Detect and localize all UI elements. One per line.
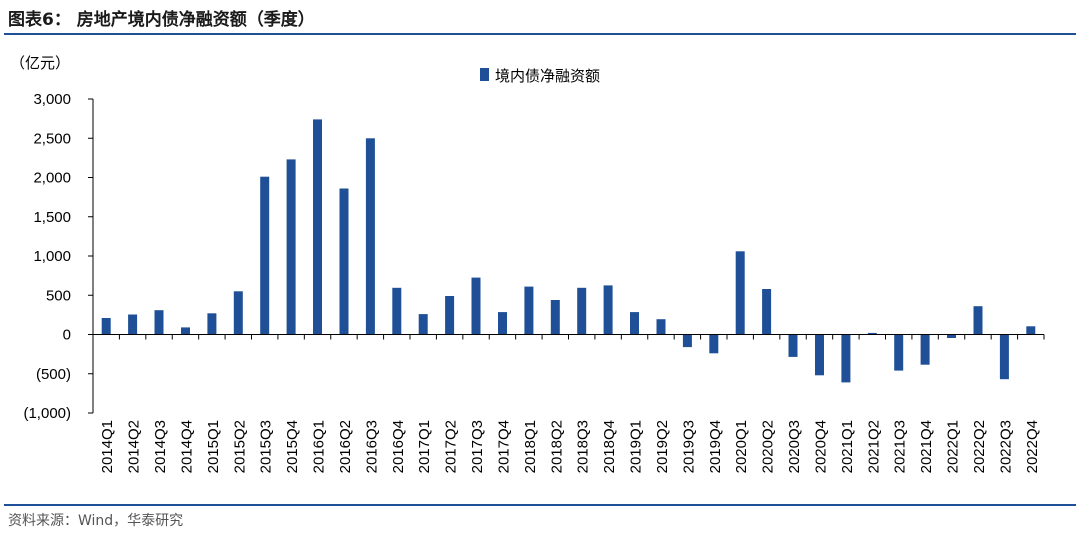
y-tick-label: 0 — [63, 327, 71, 344]
x-tick-label: 2019Q1 — [628, 420, 645, 473]
bar-2018q3 — [577, 287, 587, 335]
x-tick-label: 2014Q4 — [178, 420, 195, 473]
bar-2021q3 — [894, 334, 904, 371]
x-tick-label: 2015Q2 — [231, 420, 248, 473]
bar-2021q1 — [841, 334, 851, 383]
bar-2019q3 — [682, 334, 692, 348]
bar-2018q2 — [550, 300, 560, 335]
x-tick-label: 2014Q2 — [126, 420, 143, 473]
x-tick-label: 2014Q1 — [99, 420, 116, 473]
x-tick-label: 2016Q3 — [363, 420, 380, 473]
bar-2014q4 — [181, 327, 190, 335]
bar-2020q4 — [815, 334, 824, 376]
x-tick-label: 2017Q4 — [495, 420, 512, 473]
x-tick-label: 2021Q3 — [892, 420, 909, 473]
x-tick-label: 2021Q1 — [839, 420, 856, 473]
bar-2019q2 — [656, 319, 666, 335]
x-tick-label: 2019Q4 — [707, 420, 724, 473]
y-unit-label: （亿元） — [10, 55, 70, 72]
x-tick-label: 2018Q4 — [601, 420, 618, 473]
bar-2020q1 — [735, 251, 745, 335]
x-tick-label: 2017Q3 — [469, 420, 486, 473]
x-tick-label: 2016Q2 — [337, 420, 354, 473]
y-tick-label: (500) — [36, 366, 71, 383]
title-rule — [4, 33, 1076, 35]
x-tick-label: 2021Q2 — [865, 420, 882, 473]
bar-2019q1 — [630, 312, 639, 335]
bar-2015q2 — [233, 291, 243, 335]
x-tick-label: 2020Q2 — [760, 420, 777, 473]
bar-2022q3 — [999, 334, 1009, 380]
bar-2018q1 — [524, 286, 534, 335]
x-tick-label: 2022Q2 — [971, 420, 988, 473]
x-tick-label: 2020Q1 — [733, 420, 750, 473]
bar-2015q1 — [207, 313, 217, 335]
x-tick-label: 2022Q1 — [945, 420, 962, 473]
x-tick-label: 2019Q3 — [680, 420, 697, 473]
bar-2022q1 — [947, 334, 956, 338]
bar-2017q4 — [498, 312, 507, 335]
bar-2016q1 — [313, 119, 322, 335]
bar-2019q4 — [709, 334, 719, 354]
x-tick-label: 2020Q3 — [786, 420, 803, 473]
bar-2017q1 — [418, 314, 428, 335]
x-tick-label: 2018Q2 — [548, 420, 565, 473]
legend: 境内债净融资额 — [480, 67, 600, 85]
x-tick-label: 2017Q1 — [416, 420, 433, 473]
bar-2016q4 — [392, 287, 402, 335]
y-tick-label: 1,000 — [33, 248, 71, 265]
x-tick-label: 2015Q1 — [205, 420, 222, 473]
x-tick-label: 2019Q2 — [654, 420, 671, 473]
bar-2017q2 — [445, 296, 455, 335]
x-tick-label: 2014Q3 — [152, 420, 169, 473]
bar-2015q4 — [286, 159, 296, 335]
bar-2016q3 — [365, 138, 375, 335]
y-axis: 3,000 2,500 2,000 1,500 1,000 500 0 (500) (1,000… — [23, 91, 94, 422]
bar-2020q3 — [788, 334, 798, 357]
legend-label: 境内债净融资额 — [495, 67, 600, 85]
y-tick-label: 2,000 — [33, 170, 71, 187]
x-tick-label: 2022Q3 — [997, 420, 1014, 473]
bar-2017q3 — [471, 277, 481, 335]
bar-chart: （亿元） 境内债净融资额 3,000 2,500 2,000 1,500 1,000 50… — [10, 55, 1045, 473]
y-tick-label: 3,000 — [33, 91, 71, 108]
legend-swatch — [480, 68, 489, 81]
bar-2022q2 — [973, 306, 983, 335]
bar-2018q4 — [603, 285, 613, 335]
y-tick-label: 2,500 — [33, 130, 71, 147]
y-tick-label: 500 — [46, 287, 71, 304]
bar-2014q1 — [101, 318, 111, 335]
x-tick-label: 2020Q4 — [812, 420, 829, 473]
x-tick-label: 2021Q4 — [918, 420, 935, 473]
y-tick-label: 1,500 — [33, 209, 71, 226]
x-tick-label: 2017Q2 — [443, 420, 460, 473]
bar-2020q2 — [762, 289, 772, 335]
x-tick-label: 2022Q4 — [1024, 420, 1041, 473]
x-tick-label: 2016Q1 — [311, 420, 328, 473]
bar-2016q2 — [339, 188, 349, 335]
bar-2014q3 — [154, 310, 164, 335]
x-tick-label: 2018Q3 — [575, 420, 592, 473]
bar-2015q3 — [260, 176, 270, 335]
x-tick-label: 2015Q4 — [284, 420, 301, 473]
bar-2021q2 — [867, 332, 877, 335]
bar-2014q2 — [128, 314, 138, 335]
x-tick-label: 2018Q1 — [522, 420, 539, 473]
bars — [101, 119, 1036, 383]
y-tick-label: (1,000) — [23, 405, 71, 422]
source-note: 资料来源：Wind，华泰研究 — [8, 513, 184, 529]
bar-2022q4 — [1026, 326, 1036, 335]
figure-title: 图表6： 房地产境内债净融资额（季度） — [8, 10, 315, 30]
x-tick-label: 2016Q4 — [390, 420, 407, 473]
footer-rule — [4, 504, 1076, 506]
x-axis: 2014Q1 2014Q2 2014Q3 2014Q4 2015Q1 2015Q2 2015… — [92, 334, 1045, 473]
x-tick-label: 2015Q3 — [258, 420, 275, 473]
bar-2021q4 — [920, 334, 930, 365]
